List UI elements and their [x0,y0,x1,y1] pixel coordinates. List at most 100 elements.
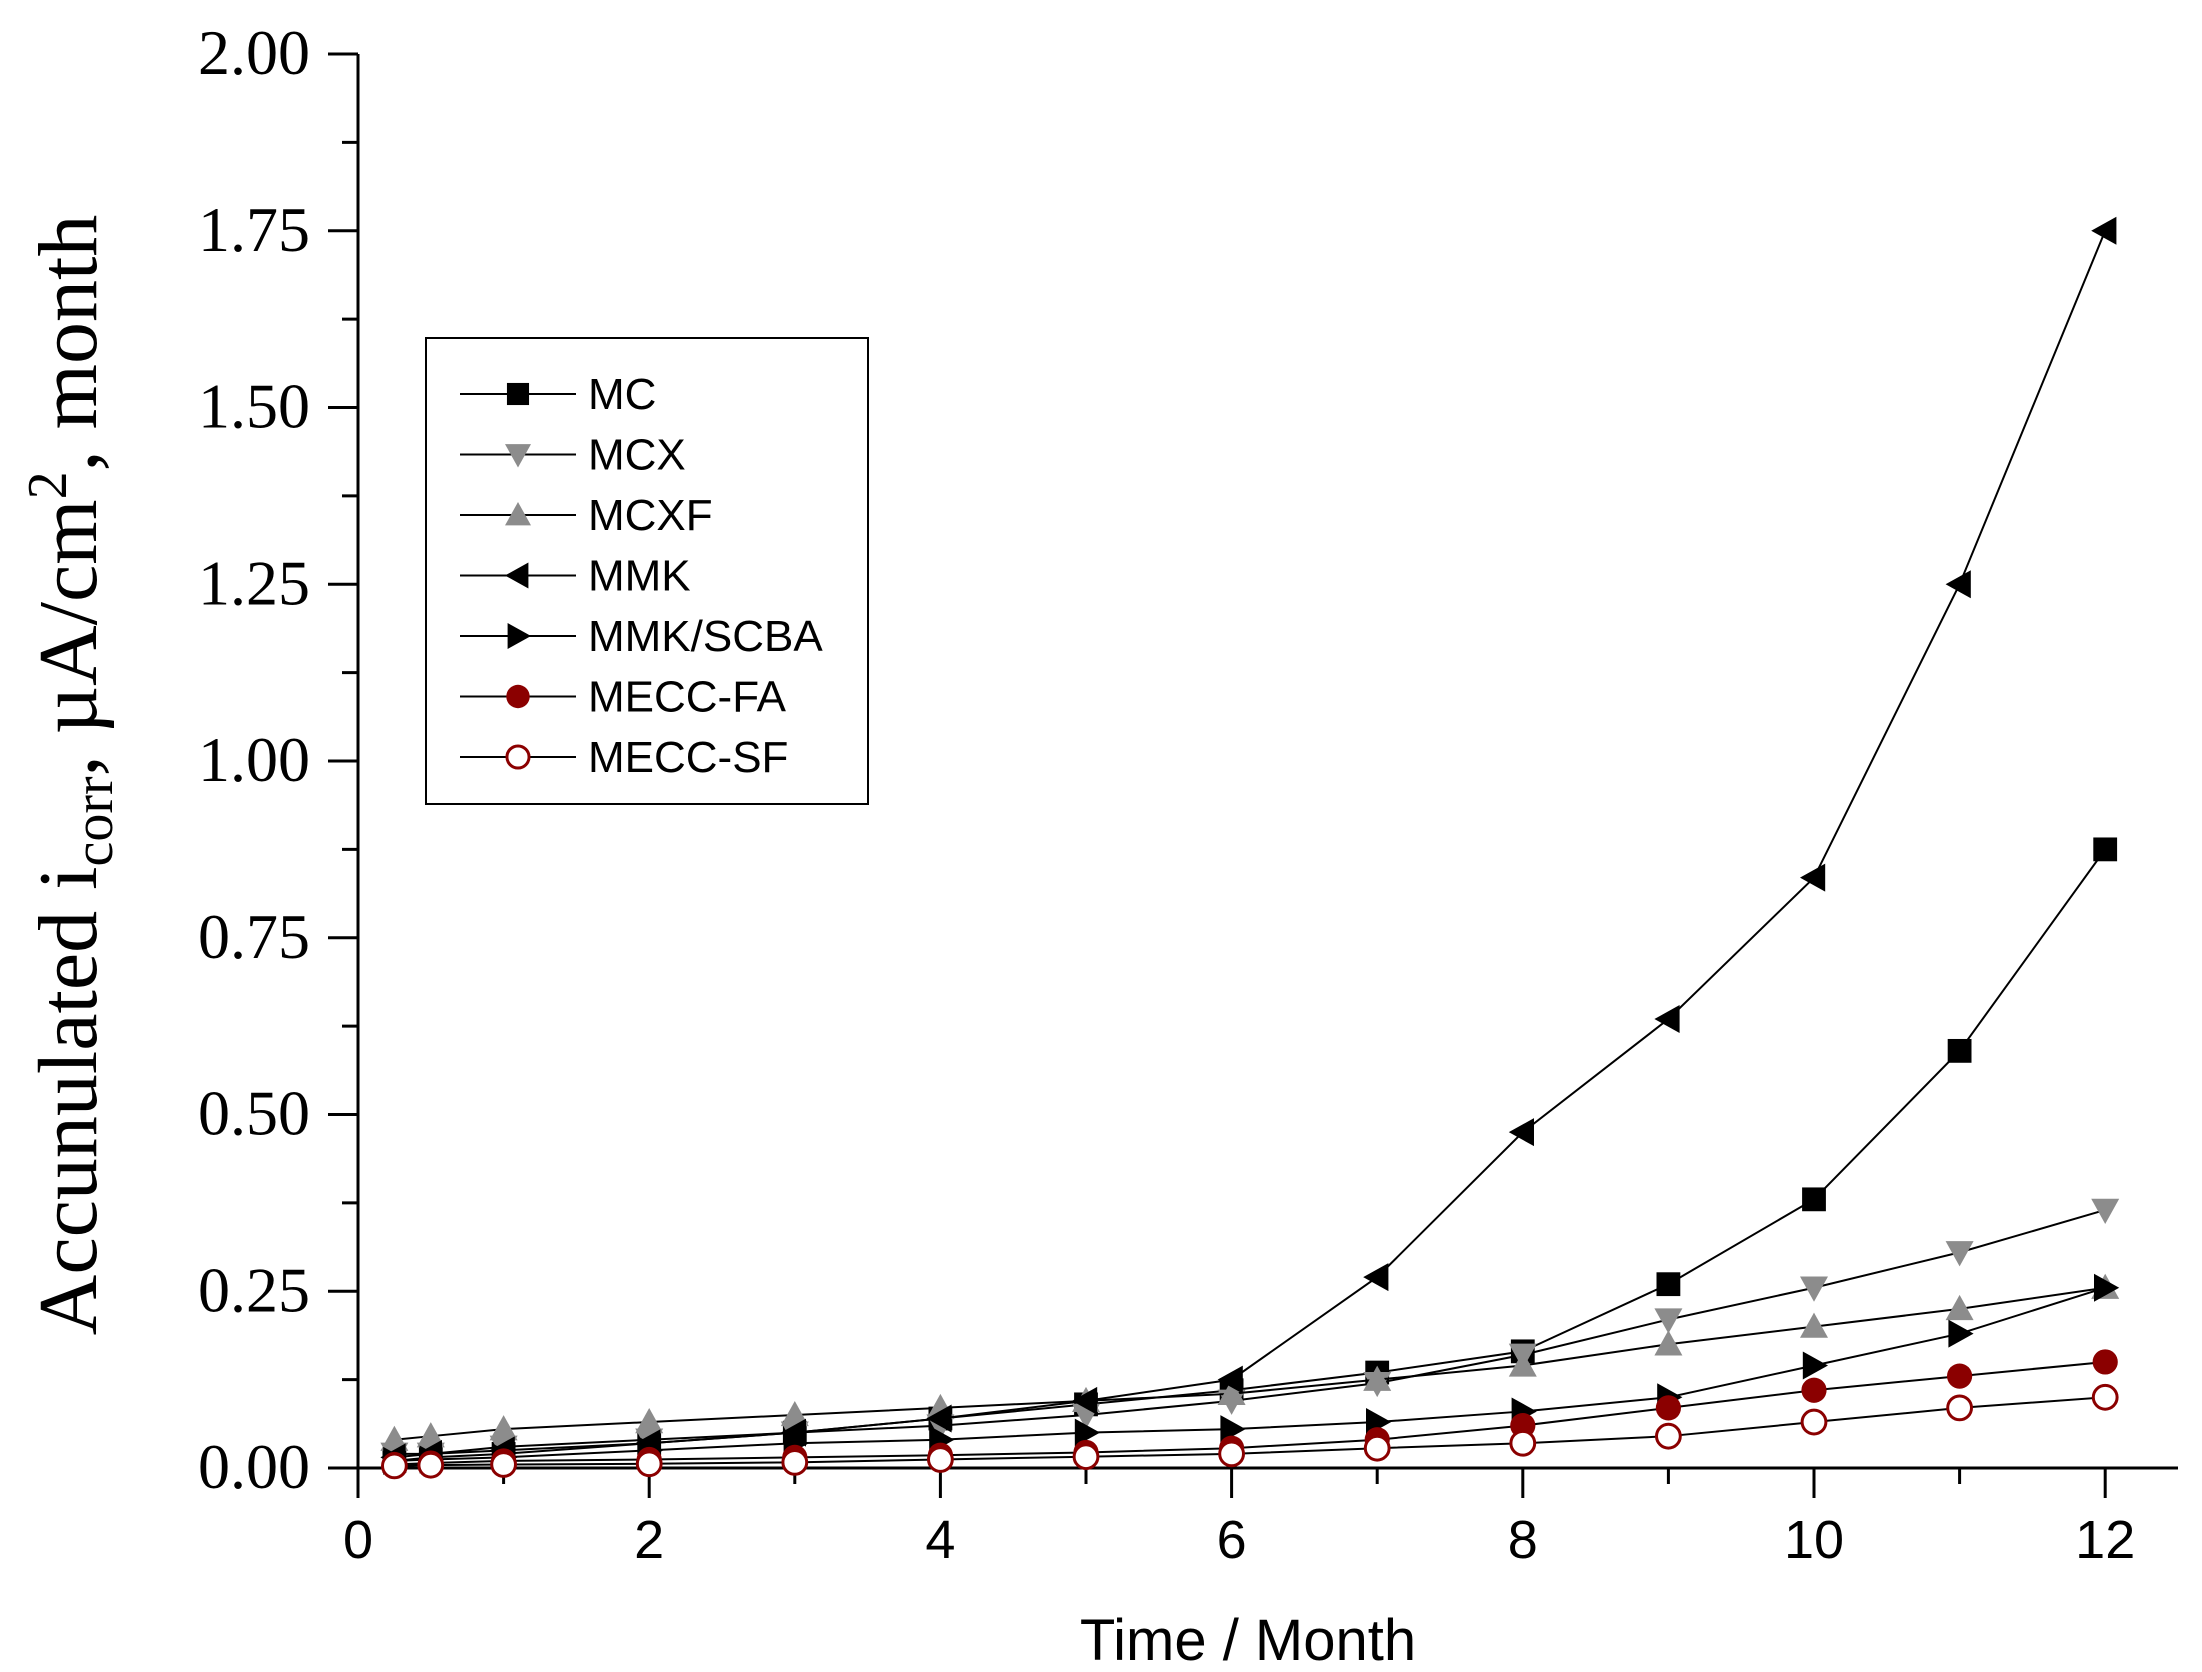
legend: MC MCX MCXF MMK MMK/SCBA MECC-FA MECC-SF [425,337,869,805]
legend-item: MCX [460,431,686,480]
x-tick-label: 10 [1784,1510,1844,1570]
data-point [1654,1308,1683,1334]
y-tick-label: 0.75 [198,901,310,972]
legend-label: MCX [588,431,686,480]
legend-item: MECC-SF [460,733,788,782]
data-point [1945,570,1971,599]
y-tick-label: 0.00 [198,1431,310,1502]
data-point [1363,1365,1392,1391]
y-tick-label: 1.25 [198,547,310,618]
legend-marker [506,684,530,709]
legend-marker [505,744,531,770]
data-point [1801,1377,1827,1403]
legend-marker [505,562,529,589]
data-point [1655,1395,1681,1421]
data-point [780,1400,809,1427]
data-point [1072,1386,1098,1415]
data-point [1800,1276,1828,1302]
y-tick-label: 0.25 [198,1254,310,1325]
series-line [394,230,2107,1459]
data-point [489,1415,518,1441]
data-point [416,1422,445,1448]
legend-item: MMK/SCBA [460,612,823,661]
data-point [1800,863,1826,892]
x-tick-label: 12 [2075,1510,2135,1570]
data-point [2091,1198,2120,1224]
data-point [1655,1422,1682,1450]
series-line [394,848,2107,1462]
data-point [2091,216,2117,245]
series-line [394,1286,2106,1462]
legend-item: MMK [460,552,691,601]
x-tick-label: 6 [1217,1510,1247,1570]
series-mc [382,837,2118,1473]
x-tick-label: 2 [634,1510,664,1570]
series-mcxf [380,1273,2120,1451]
data-point [2091,1383,2119,1411]
data-point [926,1404,952,1433]
y-tick-label: 1.50 [198,371,310,442]
legend-item: MCXF [460,491,713,540]
data-point [1800,1408,1828,1436]
data-point [1656,1272,1681,1297]
data-point [1946,1394,1973,1422]
x-axis-title: Time / Month [1080,1608,1416,1672]
data-point [781,1448,809,1476]
data-point [1508,1351,1537,1377]
data-point [490,1451,518,1478]
y-tick-label: 1.00 [198,724,310,795]
data-point [1948,1319,1974,1348]
series-line [394,1396,2106,1467]
data-point [1945,1294,1974,1321]
legend-label: MECC-SF [588,733,788,782]
legend-marker [507,623,531,649]
legend-label: MMK [588,552,691,601]
axis-titles: Time / Month Accunulated icorr, µA/cm2, m… [17,215,1416,1672]
data-point [1074,1418,1100,1447]
legend-label: MMK/SCBA [588,612,823,661]
x-tick-label: 8 [1508,1510,1538,1570]
y-tick-label: 2.00 [198,17,310,88]
data-point [1072,1443,1100,1471]
data-point [927,1446,954,1473]
legend-label: MCXF [588,491,713,540]
data-point [635,1408,664,1434]
data-point [417,1451,445,1479]
y-tick-label: 1.75 [198,194,310,265]
legend-item: MECC-FA [460,673,787,722]
series-layer [380,216,2120,1480]
data-point [2092,1349,2118,1375]
legend-label: MECC-FA [588,673,787,722]
data-point [1947,1363,1973,1389]
data-point [1945,1241,1974,1267]
legend-marker [506,382,530,406]
series-mecc-sf [381,1383,2119,1480]
data-point [1509,1429,1537,1457]
data-point [1800,1312,1828,1338]
data-point [1654,1005,1680,1034]
series-line [394,1360,2106,1466]
data-point [1217,1365,1243,1394]
data-point [1802,1187,1826,1212]
data-point [380,1425,409,1451]
x-tick-label: 0 [343,1510,373,1570]
data-point [1217,1379,1246,1405]
legend-item: MC [460,370,656,419]
data-point [1218,1440,1245,1468]
series-line [394,1208,2106,1455]
series-line [394,1286,2106,1441]
data-point [381,1452,408,1480]
legend-box [425,337,869,805]
series-mmk-scba [383,1273,2120,1475]
data-point [1802,1351,1828,1380]
y-tick-label: 0.50 [198,1078,310,1149]
legend-marker [505,502,531,526]
data-point [1654,1330,1683,1356]
data-point [2093,837,2118,862]
axes: 0.00 0.25 0.50 0.75 1.00 1.25 1.50 1.75 2.00 0 2 4 6… [198,17,2178,1570]
data-point [1220,1415,1246,1444]
data-point [1947,1038,1972,1063]
legend-marker [505,444,531,468]
